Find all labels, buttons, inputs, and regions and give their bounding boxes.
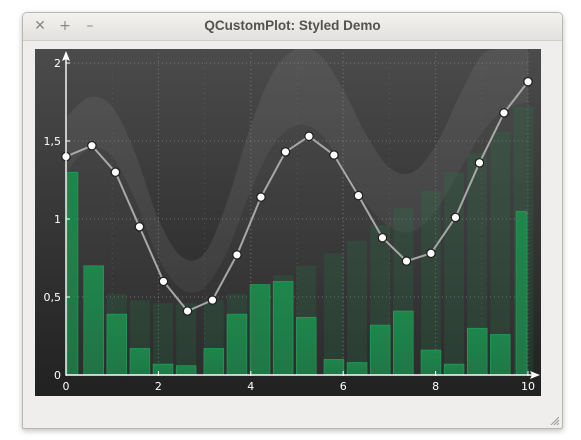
bar (226, 313, 248, 376)
bar (66, 171, 79, 376)
faded-bar (467, 153, 488, 375)
x-tick-label: 2 (155, 380, 162, 393)
bar (249, 284, 271, 376)
series-line (65, 81, 529, 313)
bar (443, 363, 465, 376)
faded-bar (324, 253, 344, 375)
data-point (450, 212, 461, 223)
y-tick-label: 2 (54, 57, 61, 70)
y-tick-label: 1,5 (44, 135, 62, 148)
bar (323, 359, 345, 376)
y-axis-arrow (62, 51, 70, 61)
data-point (499, 108, 509, 118)
bar (490, 334, 511, 376)
bar (272, 281, 294, 376)
faded-bar (176, 303, 197, 375)
bar (346, 362, 368, 376)
band-upper (66, 47, 528, 293)
data-point (87, 140, 97, 151)
data-point (256, 192, 266, 203)
y-tick-label: 0 (54, 369, 61, 382)
data-point (401, 256, 412, 266)
bar (393, 310, 414, 376)
bar (515, 210, 528, 376)
y-tick-label: 0,5 (44, 291, 62, 304)
data-point (134, 221, 145, 232)
minimize-icon[interactable]: – (86, 18, 94, 34)
data-point (158, 276, 169, 287)
bar (175, 365, 197, 376)
bar (83, 265, 104, 376)
x-axis-arrow (530, 371, 540, 379)
bars (66, 171, 528, 376)
bar (129, 348, 151, 376)
faded-bar (444, 172, 465, 375)
y-tick-label: 1 (54, 213, 61, 226)
line-series (61, 76, 533, 316)
faded-bar (421, 190, 441, 375)
data-point (182, 306, 193, 316)
data-point (232, 250, 242, 260)
axes (62, 51, 540, 379)
maximize-icon[interactable]: + (59, 18, 71, 34)
data-point (110, 167, 121, 178)
window-title: QCustomPlot: Styled Demo (204, 18, 381, 33)
bar (296, 316, 317, 376)
app-window: ✕ + – QCustomPlot: Styled Demo (22, 12, 563, 429)
data-point (353, 190, 364, 201)
data-point (207, 295, 218, 305)
tick-labels: 0 2 4 6 8 10 0 0,5 1 1,5 2 (44, 57, 536, 393)
x-tick-label: 6 (340, 380, 347, 393)
data-point (474, 157, 485, 168)
data-point (377, 232, 388, 243)
bar (106, 313, 128, 376)
x-tick-label: 0 (63, 380, 70, 393)
plot-area[interactable]: 0 2 4 6 8 10 0 0,5 1 1,5 2 (35, 47, 541, 396)
faded-bar (490, 131, 511, 375)
faded-bar (153, 303, 173, 375)
bar (152, 363, 174, 376)
faded-bar (347, 240, 367, 375)
bar (420, 349, 442, 376)
data-point (426, 248, 436, 259)
bar (466, 327, 488, 376)
title-bar: ✕ + – QCustomPlot: Styled Demo (23, 13, 562, 41)
resize-grip-icon[interactable] (549, 415, 559, 425)
data-point (329, 150, 339, 160)
bar (203, 348, 225, 376)
data-point (523, 76, 533, 87)
x-tick-label: 4 (247, 380, 254, 393)
x-tick-label: 8 (432, 380, 439, 393)
data-point (280, 147, 291, 157)
data-point (304, 131, 314, 142)
close-icon[interactable]: ✕ (34, 18, 46, 34)
x-tick-label: 10 (521, 380, 535, 393)
grid-lines (66, 53, 529, 375)
styled-plot[interactable]: 0 2 4 6 8 10 0 0,5 1 1,5 2 (35, 47, 541, 396)
bar (369, 324, 391, 376)
